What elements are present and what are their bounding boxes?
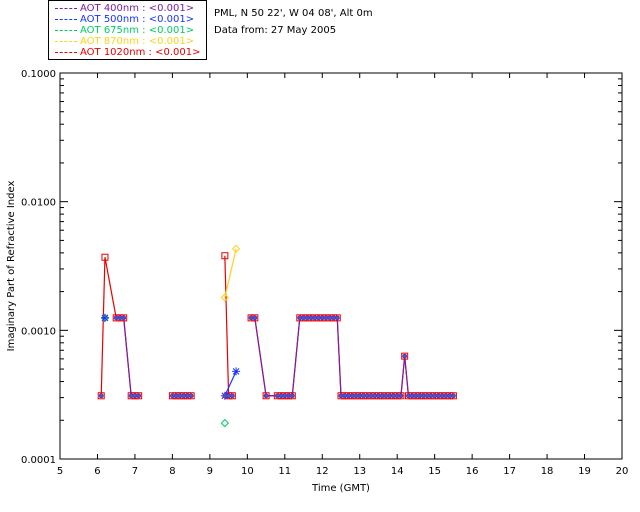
y-tick-label: 0.0001 (21, 455, 56, 466)
y-axis-title: Imaginary Part of Refractive Index (6, 181, 17, 352)
data-point-circle (229, 393, 235, 399)
date-text: Data from: 27 May 2005 (214, 25, 337, 36)
x-tick-label: 9 (207, 466, 213, 477)
data-point-circle (450, 393, 456, 399)
data-point-asterisk (100, 313, 109, 322)
legend-entry-400nm: AOT 400nm : <0.001> (55, 3, 194, 15)
y-tick-label: 0.1000 (21, 69, 56, 80)
series-line (224, 255, 233, 397)
x-tick-label: 15 (428, 466, 441, 477)
x-tick-label: 17 (503, 466, 516, 477)
series-layer (97, 244, 457, 428)
y-axis: 0.0001 0.0010 0.0100 0.1000 (21, 69, 622, 466)
legend-entry-870nm: AOT 870nm : <0.001> (55, 36, 194, 48)
x-tick-label: 14 (391, 466, 404, 477)
x-tick-label: 16 (466, 466, 479, 477)
x-axis: 5 6 7 8 9 10 11 12 13 14 15 16 17 18 19 20 (57, 73, 629, 477)
x-tick-label: 12 (316, 466, 329, 477)
legend-label: AOT 675nm : <0.001> (80, 25, 195, 36)
data-point-diamond (220, 418, 230, 428)
data-point-circle (121, 315, 127, 321)
legend-label: AOT 500nm : <0.001> (80, 14, 195, 25)
legend-label: AOT 870nm : <0.001> (80, 36, 195, 47)
data-point-circle (98, 393, 104, 399)
y-tick-label: 0.0100 (21, 198, 56, 209)
series-3 (100, 244, 241, 323)
data-point-square (97, 392, 105, 400)
legend-label: AOT 400nm : <0.001> (80, 3, 195, 14)
legend-entry-500nm: AOT 500nm : <0.001> (55, 14, 194, 26)
x-tick-label: 7 (132, 466, 138, 477)
data-point-square (221, 252, 229, 260)
series-line (224, 371, 237, 397)
series-line (251, 317, 454, 397)
x-tick-label: 13 (353, 466, 366, 477)
site-location-text: PML, N 50 22', W 04 08', Alt 0m (214, 8, 373, 19)
x-tick-label: 19 (578, 466, 591, 477)
y-tick-label: 0.0010 (21, 326, 56, 337)
legend-swatch (55, 29, 77, 31)
data-point-circle (402, 353, 408, 359)
data-point-diamond (231, 244, 241, 254)
x-tick-label: 10 (241, 466, 254, 477)
legend-entry-1020nm: AOT 1020nm : <0.001> (55, 47, 200, 59)
data-point-circle (289, 393, 295, 399)
data-point-square (101, 253, 109, 261)
series-line (224, 248, 237, 298)
series-1 (100, 313, 241, 400)
data-point-circle (263, 393, 269, 399)
series-line (251, 317, 454, 397)
series-line (100, 257, 139, 397)
data-point-circle (252, 315, 258, 321)
data-point-circle (398, 393, 404, 399)
data-point-diamond (220, 293, 230, 302)
series-2 (100, 313, 230, 428)
plot-area-frame (59, 72, 623, 460)
legend: AOT 400nm : <0.001> AOT 500nm : <0.001> … (48, 0, 207, 60)
series-line (116, 317, 139, 397)
x-tick-label: 6 (94, 466, 100, 477)
legend-swatch (55, 18, 77, 20)
data-point-asterisk (232, 367, 241, 376)
data-point-circle (136, 393, 142, 399)
x-tick-label: 5 (57, 466, 63, 477)
legend-label: AOT 1020nm : <0.001> (80, 47, 201, 58)
x-axis-title: Time (GMT) (311, 483, 370, 494)
legend-entry-675nm: AOT 675nm : <0.001> (55, 25, 194, 37)
x-tick-label: 11 (278, 466, 291, 477)
data-point-circle (188, 393, 194, 399)
series-0 (98, 315, 456, 399)
legend-swatch (55, 40, 77, 42)
x-tick-label: 8 (169, 466, 175, 477)
x-tick-label: 20 (616, 466, 629, 477)
data-point-circle (334, 315, 340, 321)
legend-swatch (55, 7, 77, 9)
x-tick-label: 18 (541, 466, 554, 477)
legend-swatch (55, 51, 77, 53)
